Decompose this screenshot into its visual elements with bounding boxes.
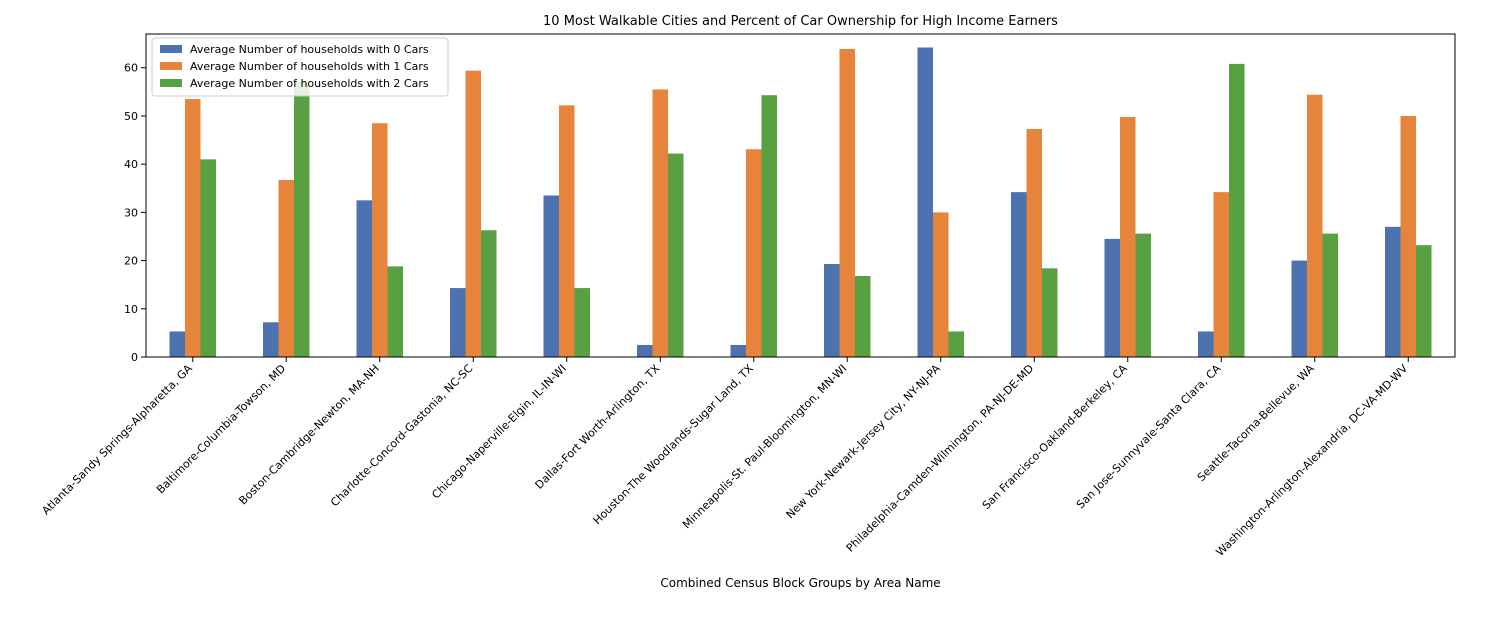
x-tick-label: Houston-The Woodlands-Sugar Land, TX — [591, 362, 756, 527]
legend-label-2: Average Number of households with 2 Cars — [190, 77, 429, 90]
bar-series-2-cat-1 — [294, 82, 310, 358]
legend-swatch-0 — [160, 45, 182, 53]
bar-series-1-cat-7 — [839, 48, 855, 357]
legend-label-0: Average Number of households with 0 Cars — [190, 43, 429, 56]
bar-series-1-cat-5 — [652, 89, 668, 357]
bar-series-1-cat-10 — [1120, 116, 1136, 357]
legend-swatch-2 — [160, 79, 182, 87]
bar-series-0-cat-3 — [450, 288, 466, 357]
bar-series-0-cat-11 — [1198, 331, 1214, 357]
bar-series-1-cat-1 — [278, 180, 294, 357]
bar-series-2-cat-5 — [668, 153, 684, 357]
y-tick-label: 40 — [124, 158, 138, 171]
bar-series-0-cat-4 — [543, 195, 559, 357]
y-tick-label: 10 — [124, 303, 138, 316]
bar-series-0-cat-9 — [1011, 192, 1027, 357]
bar-series-2-cat-12 — [1322, 233, 1338, 357]
bar-series-2-cat-2 — [387, 266, 403, 357]
bar-series-0-cat-5 — [637, 344, 653, 357]
bar-series-0-cat-13 — [1385, 226, 1401, 357]
legend: Average Number of households with 0 Cars… — [151, 37, 449, 97]
bar-series-0-cat-7 — [824, 263, 840, 357]
bar-series-0-cat-10 — [1104, 238, 1120, 357]
bar-series-2-cat-3 — [481, 230, 497, 357]
legend-label-1: Average Number of households with 1 Cars — [190, 60, 429, 73]
bar-series-1-cat-2 — [372, 123, 388, 357]
y-tick-label: 30 — [124, 206, 138, 219]
x-tick-label: New York-Newark-Jersey City, NY-NJ-PA — [784, 362, 944, 522]
bar-series-0-cat-8 — [917, 47, 933, 357]
bar-series-1-cat-0 — [185, 99, 201, 357]
bars-layer — [169, 47, 1432, 358]
bar-series-2-cat-6 — [761, 95, 777, 357]
plot-frame — [145, 33, 1456, 358]
ticks-layer: 0 10 20 30 40 50 60 Atlanta-Sandy Springs-Alpha… — [39, 62, 1410, 559]
bar-series-0-cat-1 — [263, 322, 279, 357]
bar-series-1-cat-8 — [933, 212, 949, 357]
bar-series-0-cat-12 — [1291, 260, 1307, 357]
x-tick-label: San Francisco-Oakland-Berkeley, CA — [980, 362, 1130, 512]
bar-series-0-cat-6 — [730, 344, 746, 357]
axes-layer — [145, 33, 1456, 358]
y-tick-label: 50 — [124, 110, 138, 123]
bar-series-1-cat-9 — [1026, 128, 1042, 357]
bar-series-2-cat-4 — [574, 288, 590, 357]
x-axis-label: Combined Census Block Groups by Area Nam… — [660, 576, 940, 590]
bar-series-2-cat-0 — [200, 159, 216, 357]
bar-series-1-cat-11 — [1213, 192, 1229, 357]
x-tick-label: Philadelphia-Camden-Wilmington, PA-NJ-DE… — [844, 362, 1037, 555]
bar-series-1-cat-3 — [465, 70, 481, 357]
bar-series-0-cat-0 — [169, 331, 185, 357]
bar-series-2-cat-11 — [1229, 63, 1245, 357]
bar-series-1-cat-12 — [1307, 94, 1323, 358]
bar-series-1-cat-13 — [1400, 115, 1416, 358]
bar-series-2-cat-13 — [1416, 245, 1432, 357]
x-tick-label: Minneapolis-St. Paul-Bloomington, MN-WI — [680, 362, 849, 531]
x-tick-label: Atlanta-Sandy Springs-Alpharetta, GA — [39, 362, 195, 518]
legend-swatch-1 — [160, 62, 182, 70]
bar-series-0-cat-2 — [356, 200, 372, 357]
x-tick-label: Washington-Arlington-Alexandria, DC-VA-M… — [1214, 362, 1411, 559]
bar-series-1-cat-4 — [559, 105, 575, 357]
y-tick-label: 20 — [124, 255, 138, 268]
bar-series-2-cat-7 — [855, 276, 871, 357]
bar-series-1-cat-6 — [746, 149, 762, 357]
legend-box — [151, 37, 449, 97]
y-tick-label: 60 — [124, 62, 138, 75]
bar-series-2-cat-9 — [1042, 268, 1058, 357]
x-tick-label: San Jose-Sunnyvale-Santa Clara, CA — [1074, 362, 1224, 512]
bar-series-2-cat-8 — [948, 331, 964, 357]
y-tick-label: 0 — [131, 351, 138, 364]
bar-series-2-cat-10 — [1135, 233, 1151, 357]
chart-title: 10 Most Walkable Cities and Percent of C… — [543, 14, 1058, 29]
